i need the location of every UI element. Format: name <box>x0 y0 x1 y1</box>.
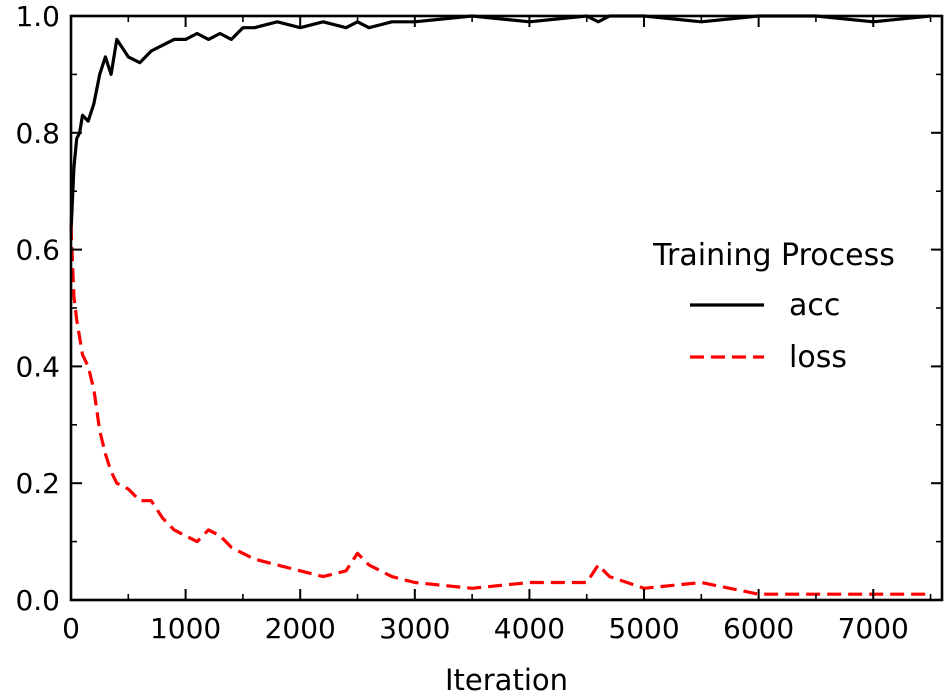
x-tick-label: 0 <box>62 612 80 645</box>
legend-title: Training Process <box>652 238 895 273</box>
y-tick-label: 0.0 <box>15 584 60 617</box>
x-axis-label: Iteration <box>445 663 568 696</box>
y-tick-label: 0.2 <box>15 467 60 500</box>
y-tick-label: 1.0 <box>15 0 60 33</box>
legend-label-loss: loss <box>789 340 847 375</box>
x-tick-label: 6000 <box>723 612 794 645</box>
x-tick-label: 1000 <box>150 612 221 645</box>
legend: Training Process acc loss <box>652 238 895 375</box>
y-tick-label: 0.8 <box>15 117 60 150</box>
tick-labels: 0 1000 2000 3000 4000 5000 6000 7000 0.0 0.2 0.4 0.… <box>15 0 908 645</box>
series-line-loss <box>69 226 931 596</box>
legend-label-acc: acc <box>789 288 840 323</box>
plot-marks <box>69 14 931 596</box>
legend-items: acc loss <box>690 288 847 375</box>
x-tick-label: 7000 <box>838 612 909 645</box>
y-tick-label: 0.4 <box>15 350 60 383</box>
y-tick-label: 0.6 <box>15 234 60 267</box>
x-tick-label: 2000 <box>265 612 336 645</box>
x-tick-label: 5000 <box>608 612 679 645</box>
x-tick-label: 4000 <box>494 612 565 645</box>
series-line-acc <box>69 14 931 233</box>
x-tick-label: 3000 <box>379 612 450 645</box>
axis-ticks <box>70 15 942 601</box>
